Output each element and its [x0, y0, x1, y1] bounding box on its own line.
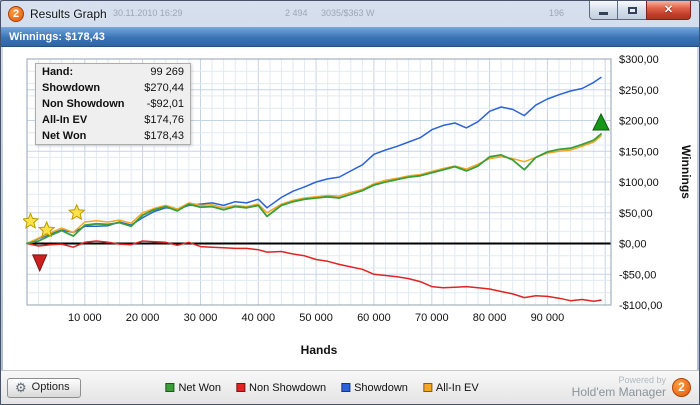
- brand-logo-icon: 2: [672, 377, 691, 397]
- stats-label: Non Showdown: [42, 98, 125, 110]
- legend-swatch-icon: [236, 383, 246, 392]
- gear-icon: ⚙: [15, 379, 27, 395]
- options-button[interactable]: ⚙ Options: [7, 377, 81, 398]
- legend-label: All-In EV: [435, 381, 479, 394]
- legend-item: Showdown: [341, 382, 408, 394]
- stats-label: Net Won: [42, 130, 87, 142]
- close-icon: ✕: [663, 3, 674, 16]
- stats-row: All-In EV $174,76: [36, 112, 190, 128]
- y-axis-title: Winnings: [679, 145, 693, 199]
- svg-text:$50,00: $50,00: [619, 208, 653, 220]
- maximize-button[interactable]: [618, 1, 646, 20]
- legend-item: Non Showdown: [236, 382, 326, 394]
- svg-text:60 000: 60 000: [357, 312, 391, 324]
- svg-text:90 000: 90 000: [531, 312, 565, 324]
- svg-text:10 000: 10 000: [68, 312, 102, 324]
- winnings-header-text: Winnings: $178,43: [9, 31, 105, 43]
- stats-row: Hand: 99 269: [36, 64, 190, 80]
- stats-value: $178,43: [144, 130, 184, 142]
- svg-text:$0,00: $0,00: [619, 239, 647, 251]
- svg-text:70 000: 70 000: [415, 312, 449, 324]
- brand-name: Hold'em Manager: [571, 384, 666, 399]
- svg-text:50 000: 50 000: [299, 312, 333, 324]
- stats-label: Hand:: [42, 66, 74, 78]
- svg-text:$100,00: $100,00: [619, 177, 659, 189]
- legend-item: All-In EV: [422, 381, 479, 394]
- glass-artifact-text: 196: [549, 8, 565, 18]
- glass-artifact-text: 3035/$363 W: [321, 8, 375, 18]
- stats-value: $174,76: [144, 114, 184, 126]
- svg-text:$300,00: $300,00: [619, 54, 659, 66]
- stats-label: All-In EV: [42, 114, 88, 126]
- svg-text:$150,00: $150,00: [619, 146, 659, 158]
- minimize-button[interactable]: [589, 1, 618, 20]
- footer-bar: ⚙ Options Net Won Non Showdown Showdown All…: [1, 370, 699, 404]
- close-button[interactable]: ✕: [646, 1, 691, 20]
- stats-row: Showdown $270,44: [36, 80, 190, 96]
- stats-box: Hand: 99 269 Showdown $270,44 Non Showdown -$…: [35, 63, 191, 145]
- legend-swatch-icon: [341, 383, 351, 392]
- glass-artifact-text: 2 494: [285, 8, 308, 18]
- stats-value: -$92,01: [146, 98, 184, 110]
- stats-label: Showdown: [42, 82, 101, 94]
- options-button-label: Options: [31, 381, 70, 393]
- x-axis-title: Hands: [300, 343, 338, 357]
- svg-text:-$100,00: -$100,00: [619, 300, 662, 312]
- caption-buttons: ✕: [589, 1, 691, 20]
- app-logo-icon: 2: [8, 6, 24, 22]
- winnings-header: Winnings: $178,43: [1, 27, 699, 47]
- svg-text:$200,00: $200,00: [619, 116, 659, 128]
- legend-label: Showdown: [354, 381, 408, 394]
- window-title: Results Graph: [30, 7, 107, 21]
- legend-label: Non Showdown: [249, 381, 327, 394]
- chart-legend: Net Won Non Showdown Showdown All-In EV: [165, 381, 479, 394]
- minimize-icon: [599, 12, 608, 15]
- glass-artifact-text: 30.11.2010 16:29: [113, 8, 183, 18]
- powered-by-label: Powered by: [618, 375, 666, 386]
- legend-swatch-icon: [165, 383, 175, 392]
- maximize-icon: [627, 6, 637, 14]
- svg-text:80 000: 80 000: [473, 312, 507, 324]
- svg-text:20 000: 20 000: [126, 312, 160, 324]
- svg-text:-$50,00: -$50,00: [619, 269, 656, 281]
- stats-row: Net Won $178,43: [36, 128, 190, 144]
- svg-text:$250,00: $250,00: [619, 85, 659, 97]
- svg-text:30 000: 30 000: [184, 312, 218, 324]
- stats-row: Non Showdown -$92,01: [36, 96, 190, 112]
- legend-item: Net Won: [165, 382, 221, 394]
- powered-by-block: Powered by Hold'em Manager 2: [572, 375, 691, 399]
- chart-panel: $300,00 $250,00 $200,00 $150,00 $100,00 $50,0…: [3, 47, 697, 371]
- stats-value: $270,44: [144, 82, 184, 94]
- titlebar[interactable]: 2 Results Graph 30.11.2010 16:29 2 494 303…: [1, 1, 699, 27]
- stats-value: 99 269: [150, 66, 184, 78]
- svg-text:40 000: 40 000: [241, 312, 275, 324]
- legend-label: Net Won: [178, 381, 222, 394]
- legend-swatch-icon: [422, 383, 432, 392]
